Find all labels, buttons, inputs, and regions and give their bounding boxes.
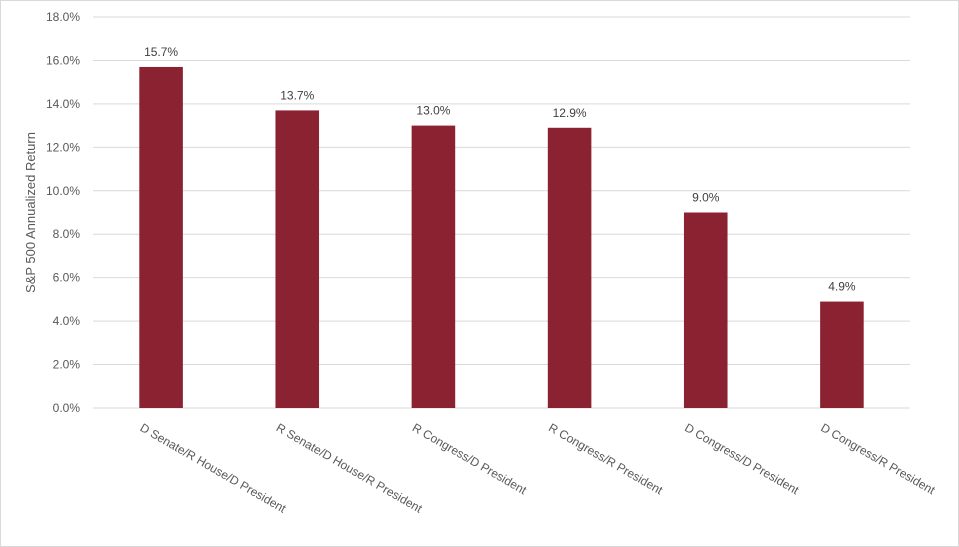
bar [547, 127, 592, 409]
data-label: 15.7% [144, 45, 178, 59]
data-label: 13.7% [280, 88, 314, 102]
y-tick-label: 18.0% [46, 10, 80, 24]
data-label: 4.9% [828, 280, 856, 294]
y-tick-label: 0.0% [53, 401, 81, 415]
y-tick-label: 12.0% [46, 140, 80, 154]
y-axis-tick-labels: 0.0% 2.0% 4.0% 6.0% 8.0% 10.0% 12.0% 14.0% 16.0%… [46, 10, 80, 415]
x-tick-label: D Senate/R House/D President [138, 420, 289, 515]
y-tick-label: 10.0% [46, 184, 80, 198]
y-tick-label: 8.0% [53, 227, 81, 241]
data-label: 9.0% [692, 191, 720, 205]
bars [139, 66, 864, 409]
data-labels: 15.7% 13.7% 13.0% 12.9% 9.0% 4.9% [144, 45, 856, 294]
y-tick-label: 2.0% [53, 358, 81, 372]
bar [139, 66, 183, 408]
bar [820, 301, 864, 408]
x-tick-label: R Senate/D House/R President [274, 420, 425, 515]
x-tick-label: D Congress/R President [818, 420, 938, 497]
x-tick-label: R Congress/D President [410, 420, 530, 497]
y-tick-label: 16.0% [46, 53, 80, 67]
x-tick-label: R Congress/R President [546, 420, 666, 497]
bar [275, 110, 320, 409]
bar [683, 212, 728, 408]
data-label: 12.9% [553, 106, 587, 120]
bar [411, 125, 456, 408]
y-tick-label: 6.0% [53, 271, 81, 285]
x-tick-label: D Congress/D President [682, 420, 802, 497]
y-axis-title: S&P 500 Annualized Return [23, 132, 38, 293]
y-tick-label: 14.0% [46, 97, 80, 111]
y-tick-label: 4.0% [53, 314, 81, 328]
gridlines [93, 16, 910, 409]
data-label: 13.0% [416, 104, 450, 118]
